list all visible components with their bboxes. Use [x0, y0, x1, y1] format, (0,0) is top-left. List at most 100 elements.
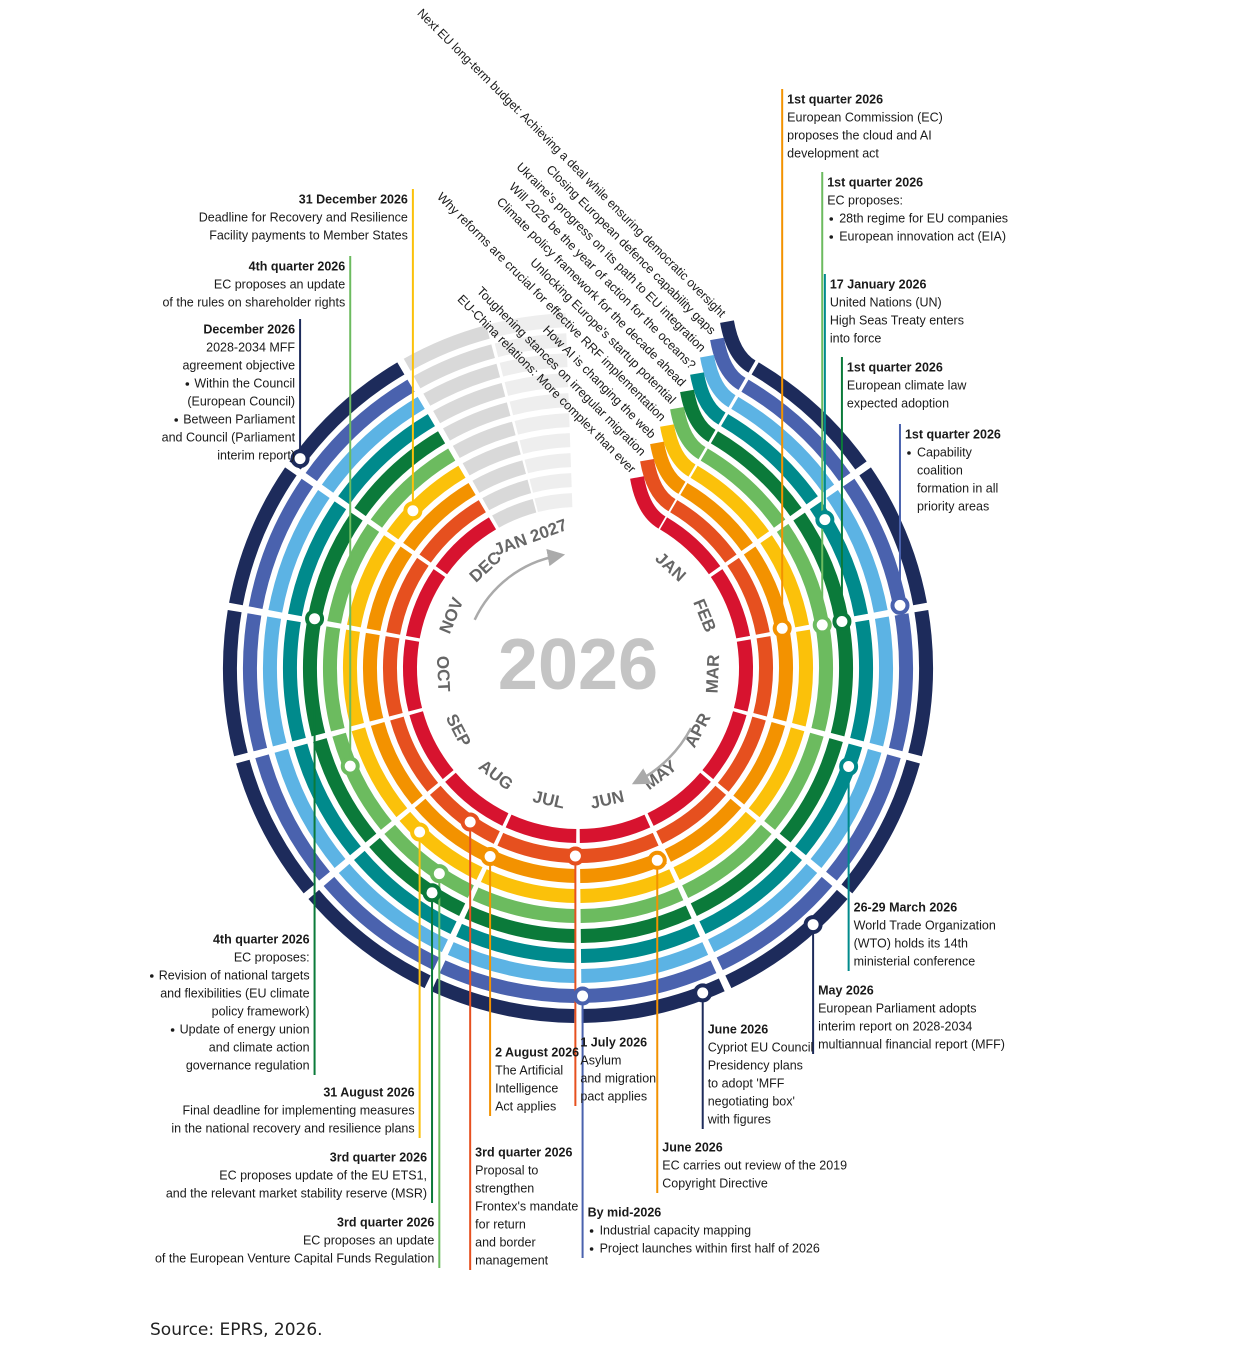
event-text: Frontex's mandate: [475, 1199, 578, 1213]
event-text: formation in all: [917, 481, 998, 495]
month-segment: [741, 379, 851, 482]
month-segment: [830, 623, 853, 737]
month-segment: [242, 613, 268, 752]
event-text: Presidency plans: [708, 1058, 803, 1072]
bullet: [149, 974, 154, 978]
month-segment: [419, 500, 486, 563]
event-date: 3rd quarter 2026: [337, 1215, 434, 1229]
month-segment: [795, 743, 863, 856]
next-year-ring: [472, 460, 527, 493]
month-segment: [682, 824, 772, 898]
event-text: and the relevant market stability reserv…: [166, 1186, 427, 1200]
event: 3rd quarter 2026 EC proposes an update of …: [155, 1215, 434, 1265]
event-text: interim report on 2028-2034: [818, 1019, 972, 1033]
month-segment: [327, 523, 380, 624]
event-bullet-text: Revision of national targets: [159, 968, 310, 982]
month-segment: [248, 478, 314, 609]
event-text: with figures: [707, 1112, 771, 1126]
month-segment: [792, 629, 813, 727]
month-segment: [445, 772, 509, 826]
event-bullet-text: Project launches within first half of 20…: [600, 1241, 820, 1255]
event-text: European Parliament adopts: [818, 1001, 976, 1015]
event: By mid-2026 Industrial capacity mapping Pr…: [588, 1205, 820, 1255]
month-segment: [229, 467, 297, 606]
event: 26-29 March 2026 World Trade Organization…: [854, 900, 996, 968]
month-segment: [580, 923, 700, 963]
month-segment: [303, 623, 326, 737]
month-segment: [664, 798, 742, 862]
event-text: United Nations (UN): [830, 295, 942, 309]
event-marker: [693, 983, 713, 1003]
event-markers: [290, 449, 910, 1006]
event-text: negotiating box': [708, 1094, 795, 1108]
month-segment: [347, 535, 396, 628]
event-text: World Trade Organization: [854, 918, 996, 932]
event-text: of the rules on shareholder rights: [162, 295, 345, 309]
theme-tail: [650, 441, 686, 494]
month-segment: [403, 482, 476, 552]
month-segment: [222, 610, 248, 757]
event-text: The Artificial: [495, 1063, 563, 1077]
event-marker: [647, 850, 667, 870]
theme-tail: [660, 424, 696, 477]
event-text: and flexibilities (EU climate: [160, 986, 309, 1000]
month-segment: [354, 850, 457, 935]
month-segment: [447, 942, 575, 983]
event-date: June 2026: [708, 1022, 769, 1036]
event-marker: [290, 449, 310, 469]
event-date: 1st quarter 2026: [827, 175, 923, 189]
event-text: and border: [475, 1235, 535, 1249]
month-segment: [472, 887, 576, 923]
event-bullet-text: Between Parliament: [183, 412, 295, 426]
month-segment: [716, 876, 833, 971]
bullet: [174, 418, 178, 422]
event-text: Act applies: [495, 1099, 556, 1113]
month-segment: [480, 869, 576, 903]
next-year-ring-fade: [489, 313, 567, 338]
event-text: Copyright Directive: [662, 1176, 768, 1190]
month-segment: [760, 535, 809, 628]
theme-tail: [670, 406, 706, 460]
month-segment: [332, 732, 392, 830]
month-segment: [305, 379, 415, 482]
event-text: for return: [475, 1217, 526, 1231]
event-date: 1st quarter 2026: [905, 427, 1001, 441]
month-segment: [369, 837, 466, 917]
next-year-ring-fade: [524, 453, 572, 474]
month-segment: [699, 850, 802, 935]
event-marker: [460, 812, 480, 832]
next-year-ring: [482, 479, 532, 511]
month-segment: [283, 619, 306, 742]
event-text: 2028-2034 MFF: [206, 340, 295, 354]
event-text: EC proposes an update: [303, 1233, 434, 1247]
month-segment: [255, 754, 330, 881]
event-text: and Council (Parliament: [162, 430, 296, 444]
event: 3rd quarter 2026 Proposal to strengthen Fro…: [475, 1145, 578, 1267]
event-text: Proposal to: [475, 1163, 538, 1177]
month-segment: [405, 569, 446, 639]
month-segment: [708, 863, 818, 953]
event-marker: [410, 822, 430, 842]
event-date: December 2026: [203, 322, 295, 336]
direction-arrow: [631, 727, 693, 785]
month-segment: [702, 711, 747, 780]
event-text: multiannual financial report (MFF): [818, 1037, 1005, 1051]
month-segment: [383, 636, 403, 717]
direction-arrow: [473, 548, 566, 621]
bullet: [185, 382, 190, 386]
month-segment: [710, 431, 802, 517]
month-segment: [580, 869, 676, 903]
month-segment: [826, 490, 888, 613]
event-bullet-text: Industrial capacity mapping: [600, 1223, 752, 1237]
next-year-ring: [423, 363, 501, 406]
event: 1st quarter 2026 EC proposes: 28th regime …: [827, 175, 1008, 243]
event-bullet-text: Update of energy union: [180, 1022, 310, 1036]
event-marker: [772, 618, 792, 638]
month-segment: [464, 905, 576, 943]
event: 3rd quarter 2026 EC proposes update of th…: [166, 1150, 427, 1200]
month-segment: [725, 889, 848, 989]
event-date: 26-29 March 2026: [854, 900, 958, 914]
event-text: EC proposes an update: [214, 277, 345, 291]
event-bullet-text: European innovation act (EIA): [839, 229, 1006, 243]
